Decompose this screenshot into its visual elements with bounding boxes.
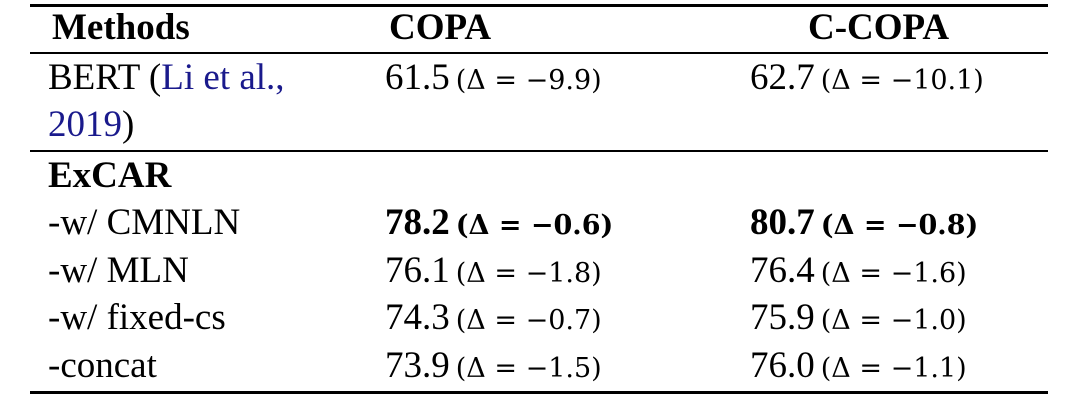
score: 76.1: [385, 249, 450, 291]
score-cell: 76.4 (Δ = −1.6): [750, 247, 967, 297]
score-cell: 62.7 (Δ = −10.1): [750, 54, 984, 104]
score: 73.9: [385, 344, 450, 386]
bottom-rule: [30, 391, 1048, 394]
column-header: COPA: [389, 7, 492, 48]
delta: (Δ = −1.6): [820, 257, 967, 289]
delta: (Δ = −10.1): [820, 65, 984, 96]
method: -w/ CMNLN: [48, 202, 241, 243]
score-cell: 76.1 (Δ = −1.8): [385, 247, 602, 297]
delta: (Δ = −1.0): [820, 305, 967, 336]
delta: (Δ = −0.8): [820, 210, 979, 241]
score: 76.0: [750, 344, 815, 386]
method: ): [122, 104, 135, 145]
delta: (Δ = −9.9): [455, 65, 602, 96]
score: 74.3: [385, 297, 450, 338]
score-cell: 75.9 (Δ = −1.0): [750, 294, 967, 344]
method-cell: BERT (Li et al., 2019): [48, 54, 348, 148]
method: BERT (: [48, 57, 162, 98]
header-rule: [30, 52, 1048, 54]
column-header: C-COPA: [808, 7, 950, 48]
delta: (Δ = −1.1): [820, 352, 967, 384]
score-cell: 73.9 (Δ = −1.5): [385, 342, 602, 392]
method: -concat: [48, 344, 157, 386]
column-header: Methods: [52, 7, 190, 48]
score: 62.7: [750, 57, 815, 98]
score-cell: 76.0 (Δ = −1.1): [750, 342, 967, 392]
mid-rule: [30, 150, 1048, 152]
score: 61.5: [385, 57, 450, 98]
delta: (Δ = −1.5): [455, 352, 602, 384]
top-rule: [30, 4, 1048, 7]
score-cell: 78.2 (Δ = −0.6): [385, 199, 613, 249]
delta: (Δ = −1.8): [455, 257, 602, 289]
citation[interactable]: Li et al., 2019: [48, 57, 285, 145]
score: 75.9: [750, 297, 815, 338]
score: 78.2: [385, 202, 450, 243]
delta: (Δ = −0.6): [455, 210, 614, 241]
score-cell: 80.7 (Δ = −0.8): [750, 199, 978, 249]
method: -w/ fixed-cs: [48, 297, 226, 338]
method: -w/ MLN: [48, 249, 189, 291]
score-cell: 74.3 (Δ = −0.7): [385, 294, 602, 344]
delta: (Δ = −0.7): [455, 305, 602, 336]
group-label: ExCAR: [48, 155, 172, 196]
score-cell: 61.5 (Δ = −9.9): [385, 54, 602, 104]
score: 76.4: [750, 249, 815, 291]
score: 80.7: [750, 202, 815, 243]
